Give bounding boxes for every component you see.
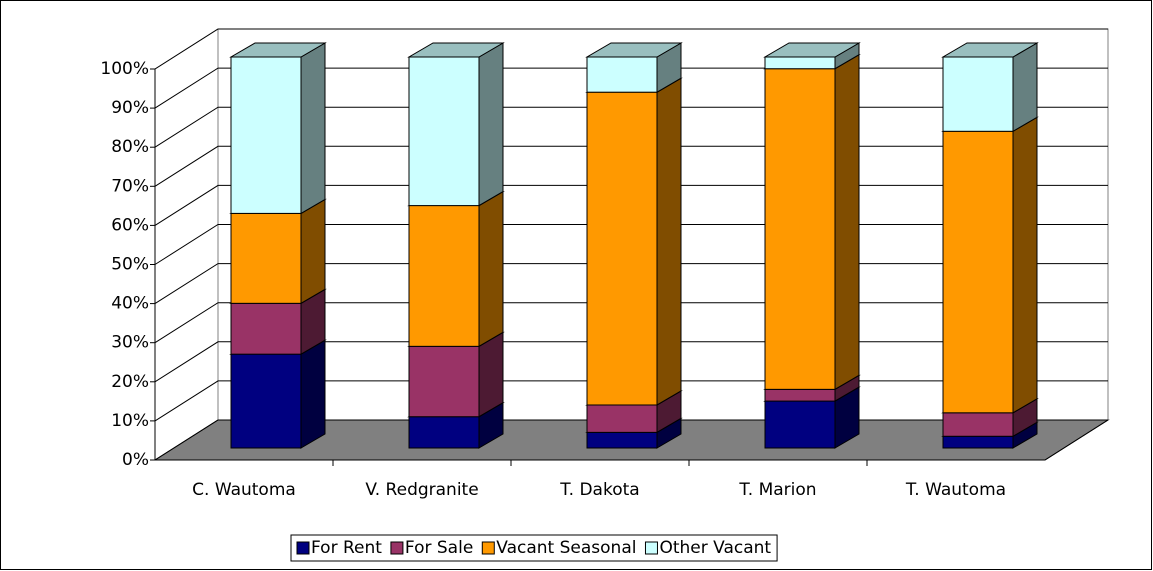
bar-front (942, 412, 1014, 437)
bar-front (764, 68, 836, 390)
bar (407, 42, 505, 207)
bar (407, 190, 505, 348)
bar-side (1012, 116, 1038, 414)
bar-side (300, 198, 326, 305)
bar (763, 53, 861, 391)
bar-side (478, 42, 504, 207)
bar-side (478, 331, 504, 418)
y-tick-label: 70% (111, 176, 149, 196)
bar-front (408, 345, 480, 418)
x-tick-label: T. Marion (738, 480, 816, 500)
legend-swatch (296, 541, 310, 555)
legend-swatch (390, 541, 404, 555)
bar-front (942, 130, 1014, 414)
y-tick-label: 30% (111, 333, 149, 353)
bar (229, 339, 327, 449)
legend-label: For Sale (405, 538, 473, 558)
bar-front (764, 56, 836, 70)
bar-side (834, 53, 860, 391)
y-tick-label: 50% (111, 255, 149, 275)
bar-side (656, 77, 682, 406)
legend: For Rent For Sale Vacant Seasonal Other Vac… (290, 534, 778, 562)
y-tick-label: 20% (111, 372, 149, 392)
bar-front (764, 388, 836, 402)
y-tick-label: 40% (111, 294, 149, 314)
grid-line (154, 28, 1108, 70)
bar-front (764, 400, 836, 449)
y-tick-label: 60% (111, 215, 149, 235)
bar-front (586, 56, 658, 93)
bar (585, 77, 683, 406)
bar-front (942, 435, 1014, 449)
bar-front (230, 302, 302, 355)
bar (941, 42, 1039, 133)
y-tick-label: 90% (111, 98, 149, 118)
bar-front (408, 56, 480, 207)
bar-front (586, 91, 658, 406)
legend-swatch (481, 541, 495, 555)
legend-label: For Rent (311, 538, 382, 558)
legend-label: Vacant Seasonal (496, 538, 636, 558)
bar (229, 42, 327, 215)
x-tick-label: C. Wautoma (192, 480, 296, 500)
bar-front (408, 416, 480, 449)
x-tick-label: T. Dakota (559, 480, 639, 500)
bar-front (586, 404, 658, 433)
bar-front (230, 212, 302, 304)
floor-edge (1044, 419, 1109, 461)
legend-label: Other Vacant (659, 538, 771, 558)
bar-front (942, 56, 1014, 132)
bar-front (230, 56, 302, 214)
y-tick-label: 10% (111, 411, 149, 431)
bar-side (1012, 42, 1038, 133)
bar (585, 42, 683, 94)
bar-front (230, 353, 302, 449)
bar-side (478, 190, 504, 348)
x-tick-label: V. Redgranite (365, 480, 478, 500)
bar (941, 116, 1039, 414)
bar-side (300, 339, 326, 449)
y-tick-label: 0% (122, 450, 149, 470)
legend-box (290, 534, 778, 562)
bar-side (300, 42, 326, 215)
bar (763, 42, 861, 70)
bar-front (408, 205, 480, 347)
legend-swatch (644, 541, 658, 555)
bar (229, 198, 327, 305)
y-tick-label: 80% (111, 137, 149, 157)
y-tick-label: 100% (100, 59, 149, 79)
x-tick-label: T. Wautoma (905, 480, 1006, 500)
bar-front (586, 431, 658, 449)
